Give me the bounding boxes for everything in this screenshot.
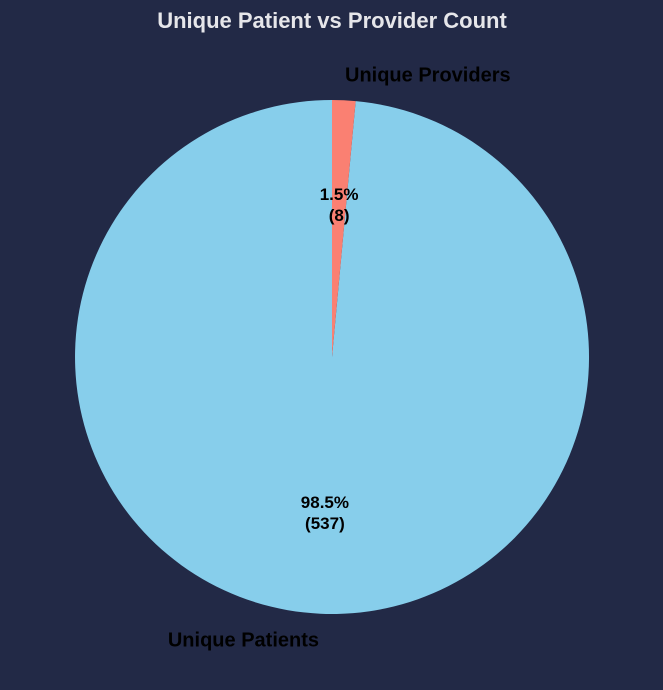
pie-slices bbox=[75, 100, 590, 614]
pie-slice-0 bbox=[75, 100, 590, 614]
chart-title: Unique Patient vs Provider Count bbox=[157, 8, 507, 33]
slice-label-1: Unique Providers bbox=[345, 65, 511, 87]
pie-slice-1 bbox=[332, 100, 356, 357]
percent-label-0: 98.5% bbox=[301, 493, 349, 512]
percent-label-1: 1.5% bbox=[320, 185, 359, 204]
count-label-0: (537) bbox=[305, 514, 345, 533]
count-label-1: (8) bbox=[329, 206, 350, 225]
pie-labels: Unique Patients 98.5% (537) Unique Provider… bbox=[168, 65, 511, 652]
slice-label-0: Unique Patients bbox=[168, 629, 319, 651]
